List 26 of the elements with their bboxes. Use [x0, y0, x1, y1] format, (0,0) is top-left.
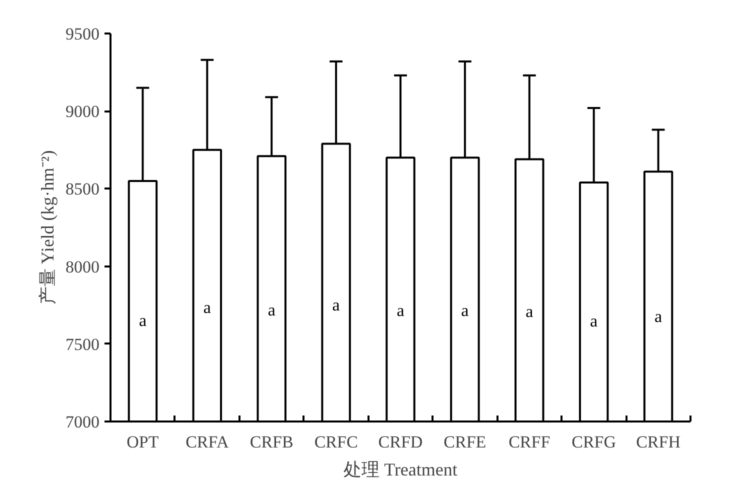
annotation: a	[526, 302, 534, 321]
x-tick-label: CRFG	[572, 432, 616, 452]
annotation: a	[590, 312, 598, 331]
annotation: a	[203, 298, 212, 317]
y-tick-label: 9000	[66, 102, 100, 122]
x-tick-label: CRFA	[186, 432, 230, 452]
annotation: a	[396, 301, 405, 320]
y-tick-label: 7500	[66, 334, 100, 354]
y-tick-label: 7000	[66, 412, 100, 432]
x-tick-label: OPT	[126, 432, 160, 452]
x-tick-label: CRFD	[378, 432, 423, 452]
y-axis-title: 产量 Yield (kg·hm⁻²)	[38, 150, 58, 305]
annotation: a	[268, 300, 276, 320]
x-tick-label: CRFE	[444, 432, 486, 452]
annotation: a	[654, 307, 663, 326]
annotation: a	[138, 310, 147, 330]
y-tick-label: 8000	[66, 257, 100, 276]
y-tick-label: 9500	[66, 24, 100, 44]
x-tick-label: CRFF	[508, 432, 550, 452]
x-tick-label: CRFC	[314, 432, 358, 452]
x-tick-label: CRFH	[636, 432, 680, 452]
annotation: a	[461, 301, 470, 320]
y-tick-label: 8500	[66, 180, 100, 199]
annotation: a	[332, 295, 340, 314]
x-tick-label: CRFB	[250, 432, 294, 452]
x-axis-title: 处理 Treatment	[344, 460, 458, 480]
